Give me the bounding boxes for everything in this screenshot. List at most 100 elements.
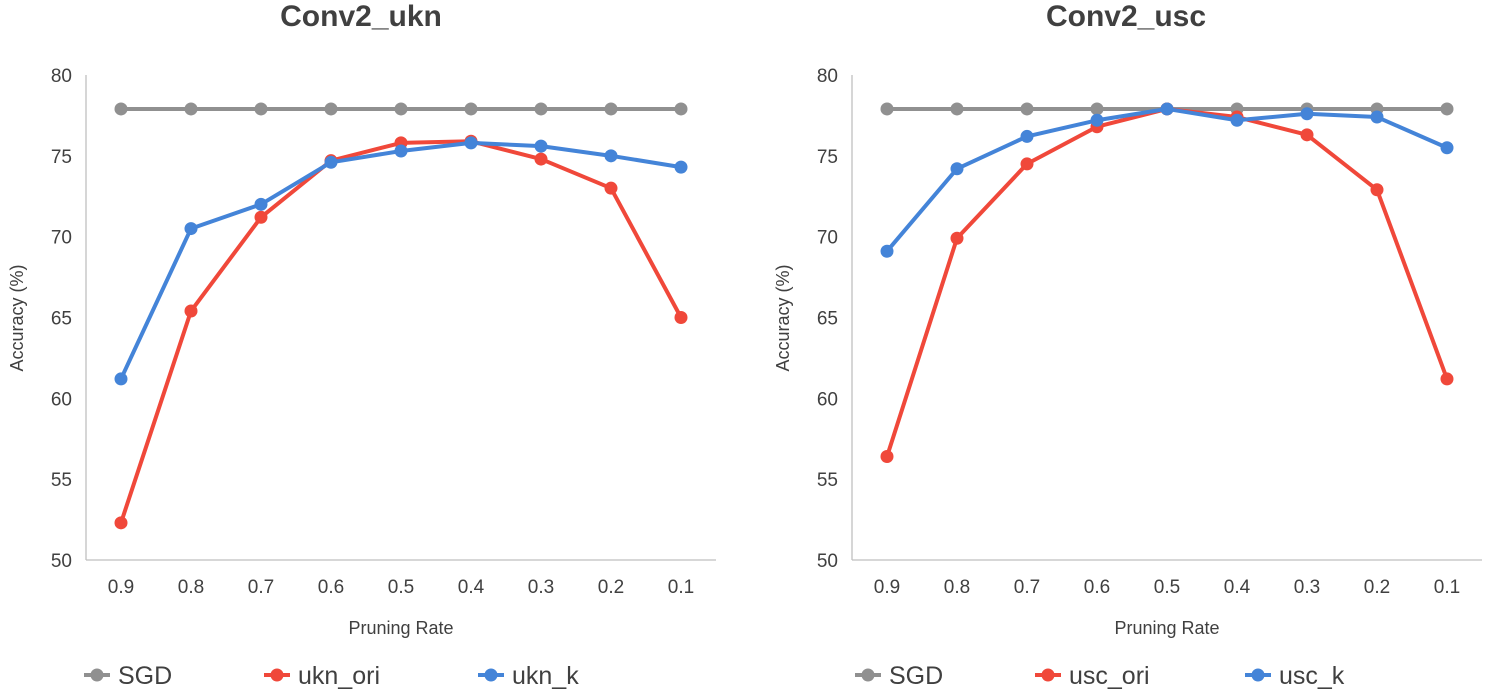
data-point-sgd: [674, 102, 688, 116]
x-tick-label: 0.8: [944, 577, 970, 598]
y-tick-label: 65: [817, 309, 838, 330]
y-tick-label: 70: [817, 228, 838, 249]
data-point-ukn-k: [114, 372, 128, 386]
x-tick-label: 0.8: [178, 577, 204, 598]
chart-title: Conv2_usc: [1046, 0, 1206, 33]
data-point-ukn-k: [254, 197, 268, 211]
data-point-ukn-ori: [184, 304, 198, 318]
legend-marker: [90, 668, 104, 682]
x-tick-label: 0.4: [458, 577, 485, 598]
x-tick-label: 0.6: [318, 577, 344, 598]
y-axis-label: Accuracy (%): [773, 264, 793, 371]
chart-conv2-usc: Conv2_usc Accuracy (%) Pruning Rate 50 55…: [773, 0, 1482, 690]
x-tick-label: 0.3: [1294, 577, 1320, 598]
series-line-ukn-k: [119, 140, 683, 381]
legend: SGD ukn_ori ukn_k: [84, 662, 579, 690]
y-tick-label: 80: [51, 66, 72, 87]
data-point-ukn-ori: [114, 516, 128, 530]
chart-title: Conv2_ukn: [280, 0, 442, 33]
data-point-usc-ori: [1020, 157, 1034, 171]
y-axis-label: Accuracy (%): [7, 264, 27, 371]
series-group: [880, 102, 1454, 464]
data-point-sgd: [184, 102, 198, 116]
data-point-usc-k: [1020, 129, 1034, 143]
data-point-ukn-k: [674, 160, 688, 174]
y-tick-label: 75: [51, 147, 72, 168]
data-point-usc-k: [1440, 141, 1454, 155]
data-point-usc-k: [1160, 102, 1174, 116]
data-point-ukn-ori: [674, 311, 688, 324]
series-sgd: [114, 102, 688, 116]
legend-marker: [484, 668, 498, 682]
x-tick-label: 0.9: [874, 577, 900, 598]
y-tick-label: 60: [817, 389, 838, 410]
data-point-usc-k: [1300, 107, 1314, 121]
legend-marker: [861, 668, 875, 682]
x-tick-label: 0.1: [1434, 577, 1460, 598]
legend-item-ukn-ori: ukn_ori: [264, 662, 380, 690]
x-axis-label: Pruning Rate: [1114, 618, 1219, 638]
data-point-ukn-ori: [534, 152, 548, 166]
series-line-ukn-ori: [119, 139, 683, 525]
chart-conv2-ukn: Conv2_ukn Accuracy (%) Pruning Rate 50 55…: [7, 0, 716, 690]
series-usc-ori: [880, 102, 1454, 464]
data-point-sgd: [534, 102, 548, 116]
legend-marker: [1041, 668, 1055, 682]
data-point-sgd: [394, 102, 408, 116]
legend-label: SGD: [118, 662, 172, 690]
data-point-ukn-k: [324, 155, 338, 169]
x-tick-label: 0.3: [528, 577, 554, 598]
data-point-usc-k: [950, 162, 964, 176]
data-point-sgd: [604, 102, 618, 116]
data-point-usc-ori: [950, 231, 964, 245]
x-tick-label: 0.2: [598, 577, 624, 598]
data-point-ukn-k: [464, 136, 478, 150]
data-point-usc-ori: [1440, 372, 1454, 386]
legend-marker: [270, 668, 284, 682]
x-tick-label: 0.2: [1364, 577, 1390, 598]
legend-marker: [1251, 668, 1265, 682]
data-point-usc-ori: [880, 450, 894, 464]
x-tick-label: 0.1: [668, 577, 694, 598]
series-ukn-k: [114, 136, 688, 386]
x-axis-label: Pruning Rate: [348, 618, 453, 638]
legend-label: SGD: [889, 662, 943, 690]
legend-label: ukn_k: [512, 662, 579, 690]
axes: 50 55 60 65 70 75 80 0.9 0.8 0.7 0.6 0.5 0.4 0.3 0.2 0.…: [817, 66, 1482, 598]
series-usc-k: [880, 102, 1454, 258]
axes: 50 55 60 65 70 75 80 0.9 0.8 0.7 0.6 0.5 0.4 0.3 0.2 0.…: [51, 66, 716, 598]
x-tick-label: 0.7: [1014, 577, 1040, 598]
data-point-ukn-ori: [604, 181, 618, 195]
data-point-sgd: [1020, 102, 1034, 116]
data-point-ukn-ori: [254, 210, 268, 224]
legend-item-sgd: SGD: [84, 662, 172, 690]
x-tick-label: 0.4: [1224, 577, 1251, 598]
legend: SGD usc_ori usc_k: [855, 662, 1345, 690]
data-point-usc-k: [880, 244, 894, 258]
x-tick-label: 0.6: [1084, 577, 1110, 598]
data-point-usc-k: [1230, 113, 1244, 127]
series-group: [114, 102, 688, 530]
data-point-sgd: [880, 102, 894, 116]
y-tick-label: 50: [817, 551, 838, 572]
y-tick-label: 55: [817, 470, 838, 491]
data-point-usc-ori: [1300, 128, 1314, 142]
legend-item-usc-ori: usc_ori: [1035, 662, 1150, 690]
data-point-sgd: [1090, 102, 1104, 116]
y-tick-label: 80: [817, 66, 838, 87]
y-tick-label: 75: [817, 147, 838, 168]
data-point-ukn-k: [534, 139, 548, 153]
legend-label: usc_k: [1279, 662, 1345, 690]
legend-item-sgd: SGD: [855, 662, 943, 690]
data-point-sgd: [464, 102, 478, 116]
legend-label: usc_ori: [1069, 662, 1150, 690]
data-point-sgd: [324, 102, 338, 116]
x-tick-label: 0.7: [248, 577, 274, 598]
data-point-sgd: [114, 102, 128, 116]
x-tick-label: 0.5: [1154, 577, 1180, 598]
y-tick-label: 60: [51, 389, 72, 410]
y-tick-label: 65: [51, 309, 72, 330]
data-point-usc-k: [1370, 110, 1384, 124]
data-point-ukn-k: [604, 149, 618, 163]
